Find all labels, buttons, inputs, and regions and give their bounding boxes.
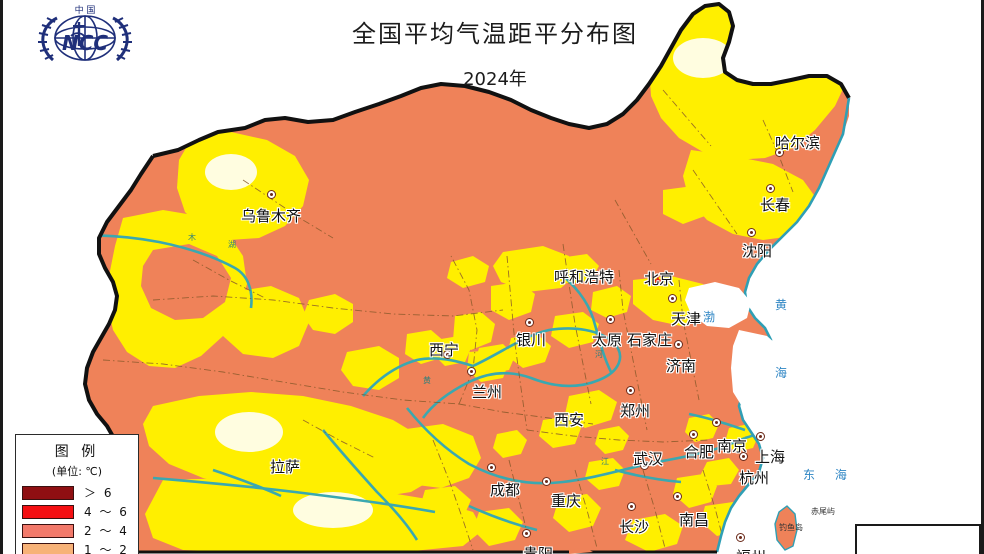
city-marker: [736, 533, 745, 542]
city-marker: [626, 386, 635, 395]
city-marker: [525, 318, 534, 327]
city-marker: [739, 452, 748, 461]
rivers: [85, 233, 780, 541]
city-marker: [668, 294, 677, 303]
city-marker: [712, 418, 721, 427]
ncc-logo: NCC 中 国: [27, 2, 143, 68]
legend-swatch: [22, 485, 74, 500]
city-marker: [606, 315, 615, 324]
china-map-graphic: [3, 0, 981, 554]
legend-item: ＞ 6: [22, 483, 132, 502]
hainan-island: [569, 548, 593, 554]
taiwan-island: [774, 505, 798, 551]
ncc-acronym: NCC: [62, 31, 108, 55]
legend-label: 1 ～ 2: [84, 543, 129, 554]
legend-swatch: [22, 542, 74, 554]
city-marker: [674, 340, 683, 349]
legend-label: ＞ 6: [84, 486, 114, 500]
legend-items: ＞ 6 4 ～ 6 2 ～ 4 1 ～ 2: [22, 483, 132, 554]
city-marker: [775, 148, 784, 157]
city-marker: [627, 502, 636, 511]
city-marker: [640, 461, 649, 470]
legend-item: 2 ～ 4: [22, 521, 132, 540]
city-marker: [443, 350, 452, 359]
legend-item: 1 ～ 2: [22, 540, 132, 554]
city-marker: [756, 432, 765, 441]
city-marker: [522, 529, 531, 538]
legend-label: 4 ～ 6: [84, 505, 129, 519]
sea-bays: [685, 282, 789, 410]
city-marker: [267, 190, 276, 199]
legend-swatch: [22, 504, 74, 519]
legend-label: 2 ～ 4: [84, 524, 129, 538]
city-marker: [766, 184, 775, 193]
city-marker: [467, 367, 476, 376]
ncc-top-text: 中 国: [75, 4, 96, 16]
legend-box: 图 例 (单位: ℃) ＞ 6 4 ～ 6 2 ～ 4 1 ～ 2: [15, 434, 139, 554]
city-marker: [689, 430, 698, 439]
city-marker: [673, 492, 682, 501]
legend-item: 4 ～ 6: [22, 502, 132, 521]
legend-title: 图 例: [54, 444, 100, 460]
south-china-sea-inset-box: [855, 524, 981, 554]
legend-swatch: [22, 523, 74, 538]
city-marker: [747, 228, 756, 237]
city-marker: [487, 463, 496, 472]
legend-unit: (单位: ℃): [51, 465, 103, 478]
city-marker: [542, 477, 551, 486]
